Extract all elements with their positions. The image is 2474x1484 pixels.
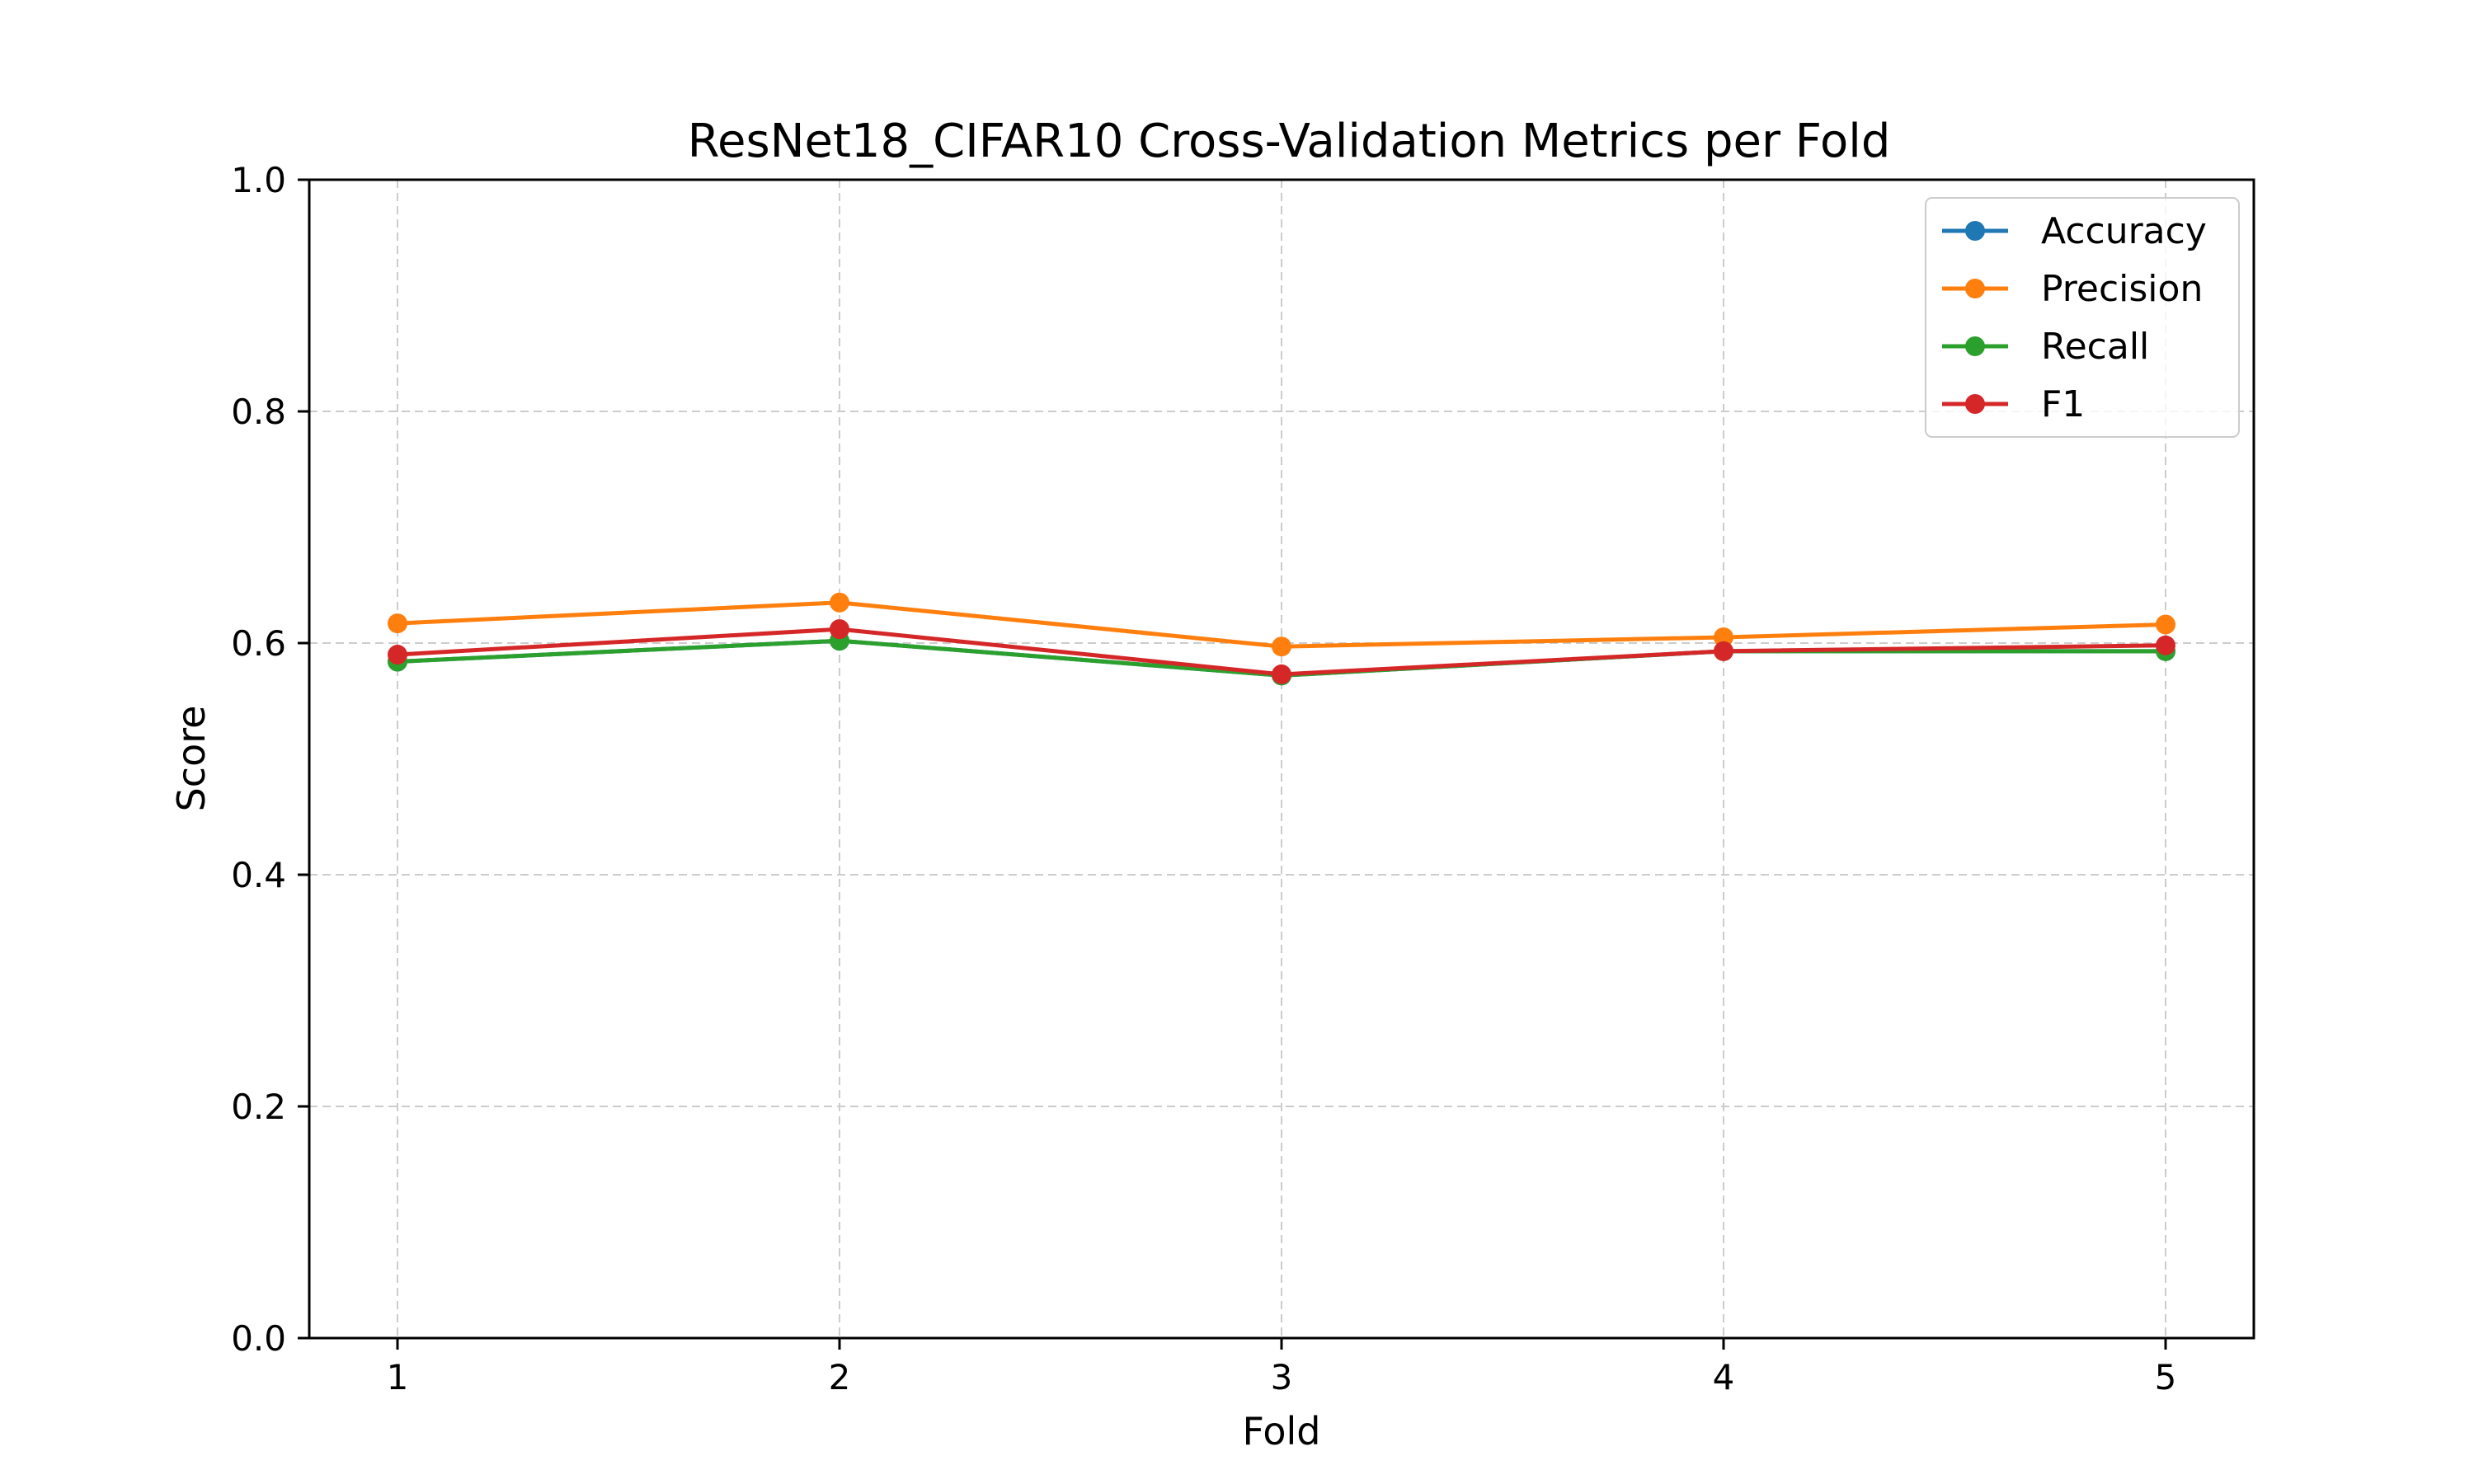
y-tick-label: 0.0	[231, 1318, 286, 1359]
legend-label: Precision	[2041, 268, 2203, 310]
y-tick-label: 0.4	[231, 855, 286, 895]
data-point-f1	[388, 645, 407, 665]
legend-label: Recall	[2041, 326, 2149, 368]
legend-item-precision: Precision	[1942, 268, 2203, 310]
series-f1	[388, 619, 2175, 684]
x-tick-label: 3	[1271, 1357, 1293, 1397]
legend-label: Accuracy	[2041, 210, 2207, 252]
data-point-precision	[388, 613, 407, 634]
x-tick-label: 5	[2155, 1357, 2177, 1397]
legend-item-accuracy: Accuracy	[1942, 210, 2207, 252]
y-axis-label: Score	[169, 706, 214, 812]
legend-swatch-marker	[1965, 394, 1985, 414]
data-point-precision	[830, 592, 849, 613]
y-tick-label: 0.6	[231, 623, 286, 664]
data-point-precision	[2156, 614, 2175, 635]
data-point-f1	[1714, 641, 1733, 661]
x-tick-label: 2	[829, 1357, 851, 1397]
legend-item-f1: F1	[1942, 383, 2085, 425]
data-point-f1	[1272, 664, 1291, 684]
y-tick-label: 0.8	[231, 392, 286, 432]
axes: 1 2 3 4 5 0.0 0.2 0.4 0.6 0.8 1.0	[231, 160, 2176, 1397]
data-point-f1	[830, 619, 849, 640]
y-tick-label: 1.0	[231, 160, 286, 200]
legend: Accuracy Precision Recall F1	[1925, 197, 2240, 438]
legend-swatch-marker	[1965, 221, 1985, 241]
data-point-f1	[2156, 635, 2175, 655]
legend-swatch-marker	[1965, 336, 1985, 356]
series-precision	[388, 592, 2175, 657]
data-point-precision	[1714, 627, 1733, 647]
legend-item-recall: Recall	[1942, 326, 2149, 368]
x-tick-label: 1	[387, 1357, 409, 1397]
series	[388, 592, 2175, 686]
x-axis-label: Fold	[1243, 1409, 1321, 1453]
chart-title: ResNet18_CIFAR10 Cross-Validation Metric…	[688, 115, 1891, 168]
legend-swatch-marker	[1965, 279, 1985, 298]
y-tick-label: 0.2	[231, 1087, 286, 1127]
legend-box	[1925, 197, 2240, 438]
data-point-precision	[1272, 636, 1291, 657]
legend-label: F1	[2041, 383, 2085, 425]
x-tick-label: 4	[1713, 1357, 1735, 1397]
